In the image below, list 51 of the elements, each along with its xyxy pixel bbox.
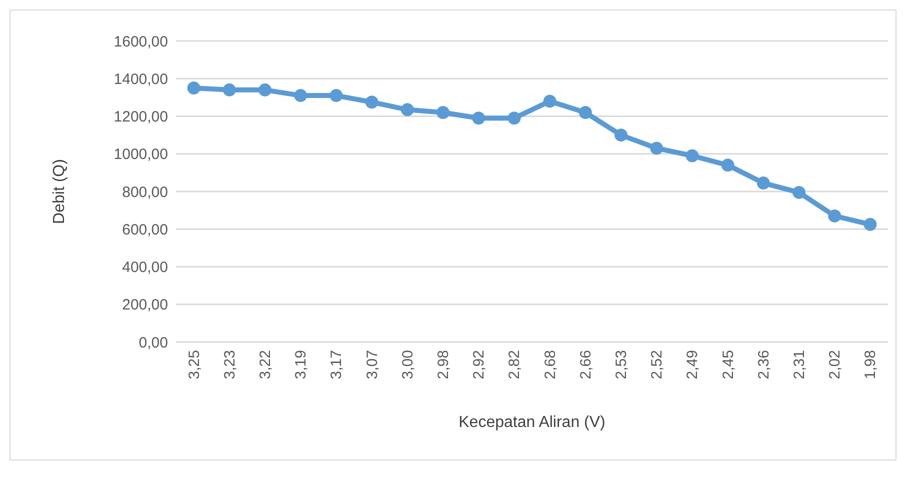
point <box>508 112 521 125</box>
point <box>330 89 343 102</box>
y-tick-label: 1400,00 <box>114 70 168 88</box>
y-tick-label: 1600,00 <box>114 33 168 50</box>
x-tick-label: 2,68 <box>542 350 559 380</box>
y-tick-label: 800,00 <box>122 184 168 201</box>
point <box>294 89 308 102</box>
x-tick-label: 2,36 <box>755 350 772 380</box>
y-tick-label: 1000,00 <box>114 146 168 164</box>
point <box>543 94 556 108</box>
x-tick-label: 2,66 <box>577 350 594 380</box>
y-tick-label: 600,00 <box>122 221 168 238</box>
x-tick-label: 1,98 <box>862 350 880 380</box>
point <box>436 106 450 119</box>
x-tick-label: 2,82 <box>506 350 524 380</box>
point <box>222 83 236 96</box>
point <box>578 106 592 119</box>
y-tick-label: 0,00 <box>138 334 168 352</box>
x-tick-label: 2,52 <box>648 350 666 380</box>
x-tick-label: 2,98 <box>435 350 452 380</box>
x-tick-label: 3,23 <box>221 350 238 380</box>
x-tick-label: 3,19 <box>292 350 310 380</box>
point <box>258 83 272 96</box>
x-tick-label: 2,92 <box>470 350 488 380</box>
point <box>721 158 734 172</box>
point <box>756 176 770 190</box>
x-tick-label: 2,53 <box>613 350 630 380</box>
point <box>400 103 414 116</box>
x-tick-label: 2,02 <box>826 350 844 380</box>
y-tick-label: 400,00 <box>122 259 168 276</box>
x-tick-label: 3,17 <box>328 350 346 380</box>
y-axis-title: Debit (Q) <box>51 159 68 224</box>
point <box>365 96 378 109</box>
x-axis-title: Kecepatan Aliran (V) <box>458 414 606 431</box>
point <box>828 209 842 222</box>
point <box>187 82 200 95</box>
y-tick-label: 200,00 <box>122 296 168 314</box>
point <box>614 128 628 142</box>
x-tick-label: 3,22 <box>257 350 274 380</box>
point <box>650 142 664 155</box>
x-tick-label: 3,25 <box>186 350 203 380</box>
point <box>792 186 806 199</box>
x-tick-label: 3,07 <box>364 350 381 380</box>
y-tick-label: 1200,00 <box>114 108 168 126</box>
point <box>864 218 877 231</box>
point <box>686 149 699 162</box>
x-tick-label: 2,45 <box>720 350 737 380</box>
x-tick-label: 2,31 <box>791 350 808 380</box>
x-tick-label: 3,00 <box>399 350 416 380</box>
point <box>472 112 486 125</box>
x-tick-label: 2,49 <box>684 350 702 380</box>
